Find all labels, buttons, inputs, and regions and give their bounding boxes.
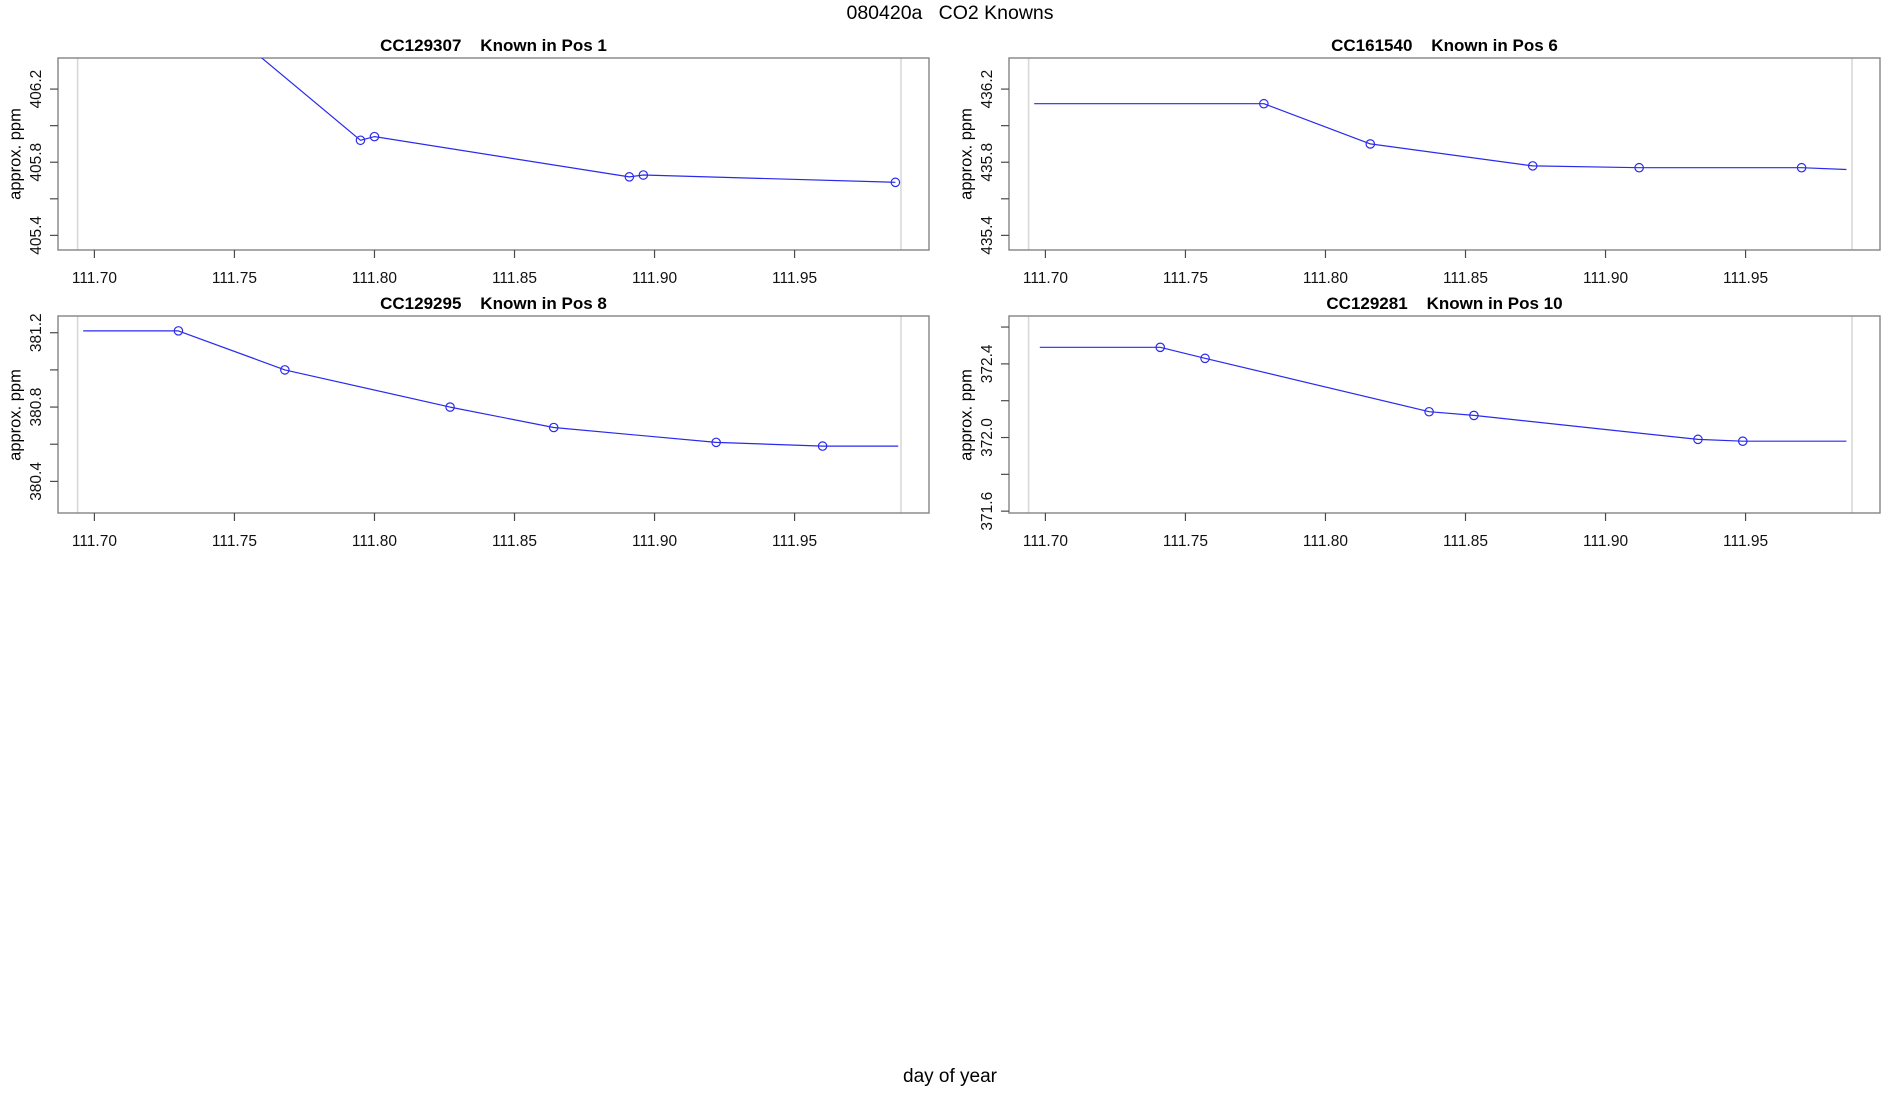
y-tick-label: 435.4 [979, 216, 996, 255]
x-tick-label: 111.85 [492, 270, 537, 287]
y-tick-label: 435.8 [979, 143, 996, 182]
data-point-marker [1424, 406, 1434, 417]
y-tick-label: 372.0 [979, 418, 996, 457]
x-tick-label: 111.95 [772, 270, 817, 287]
x-tick-label: 111.80 [1303, 533, 1348, 550]
data-point-marker [1365, 139, 1376, 149]
data-point-marker [280, 365, 290, 375]
chart-title: CC161540 Known in Pos 6 [1331, 36, 1558, 55]
x-tick-label: 111.85 [492, 533, 537, 550]
y-tick-label: 436.2 [979, 70, 996, 109]
y-tick-label: 381.2 [28, 313, 45, 352]
plot-box [1008, 57, 1881, 251]
plot-area: 111.70 111.75 111.80 111.85 111.90 111.95 435.… [979, 57, 1881, 287]
plot-box [57, 315, 930, 514]
plot-box [1008, 315, 1881, 514]
data-point-marker [817, 441, 828, 451]
x-tick-label: 111.95 [1723, 533, 1768, 550]
data-point-marker [1155, 342, 1166, 353]
chart-title: CC129295 Known in Pos 8 [380, 294, 607, 313]
data-point-marker [1200, 353, 1210, 364]
chart-title: CC129307 Known in Pos 1 [380, 36, 607, 55]
data-point-marker [1796, 162, 1807, 173]
x-tick-label: 111.95 [772, 533, 817, 550]
data-point-marker [711, 437, 721, 448]
data-point-marker [445, 402, 455, 412]
x-tick-label: 111.80 [1303, 270, 1348, 287]
data-point-marker [1737, 436, 1748, 446]
data-point-marker [624, 172, 635, 182]
x-axis-caption: day of year [903, 1066, 997, 1087]
chart-cc129307-pos1: CC129307 Known in Pos 1 approx. ppm 111.… [0, 32, 949, 294]
x-tick-label: 111.90 [1583, 533, 1628, 550]
x-tick-label: 111.85 [1443, 270, 1488, 287]
x-tick-label: 111.75 [212, 533, 257, 550]
chart-title: CC129281 Known in Pos 10 [1326, 294, 1563, 313]
x-tick-label: 111.70 [72, 533, 117, 550]
data-line [1039, 346, 1847, 442]
chart-cc129295-pos8: CC129295 Known in Pos 8 approx. ppm 111.… [0, 290, 949, 557]
data-point-marker [1693, 434, 1703, 445]
y-tick-label: 406.2 [28, 70, 45, 109]
x-tick-label: 111.70 [1023, 270, 1068, 287]
x-tick-label: 111.70 [72, 270, 117, 287]
data-point-marker [1469, 410, 1479, 421]
data-point-marker [369, 131, 380, 142]
chart-cc161540-pos6: CC161540 Known in Pos 6 approx. ppm 111.… [951, 32, 1900, 294]
plot-box [57, 57, 930, 251]
data-line [260, 58, 896, 183]
data-point-marker [1634, 162, 1644, 173]
x-tick-label: 111.95 [1723, 270, 1768, 287]
x-tick-label: 111.90 [632, 533, 677, 550]
chart-cc129281-pos10: CC129281 Known in Pos 10 approx. ppm 111… [951, 290, 1900, 557]
x-tick-label: 111.90 [1583, 270, 1628, 287]
data-point-marker [173, 326, 184, 336]
x-tick-label: 111.70 [1023, 533, 1068, 550]
x-tick-label: 111.75 [212, 270, 257, 287]
plot-area: 111.70 111.75 111.80 111.85 111.90 111.95 380.… [28, 313, 930, 550]
data-point-marker [890, 177, 901, 188]
data-point-marker [638, 170, 649, 180]
data-line [83, 330, 899, 447]
plot-area: 111.70 111.75 111.80 111.85 111.90 111.95 405.… [28, 57, 930, 287]
y-tick-label: 380.8 [28, 388, 45, 427]
y-tick-label: 371.6 [979, 492, 996, 531]
x-tick-label: 111.80 [352, 533, 397, 550]
data-point-marker [1259, 98, 1269, 109]
y-tick-label: 372.4 [979, 344, 996, 383]
y-tick-label: 405.8 [28, 143, 45, 182]
data-line [1034, 103, 1847, 171]
x-tick-label: 111.80 [352, 270, 397, 287]
y-tick-label: 405.4 [28, 216, 45, 255]
x-tick-label: 111.85 [1443, 533, 1488, 550]
x-tick-label: 111.75 [1163, 533, 1208, 550]
data-point-marker [355, 135, 366, 146]
data-point-marker [1527, 161, 1538, 171]
x-tick-label: 111.75 [1163, 270, 1208, 287]
y-tick-label: 380.4 [28, 462, 45, 501]
figure-title: 080420a CO2 Knowns [846, 2, 1054, 24]
x-tick-label: 111.90 [632, 270, 677, 287]
plot-area: 111.70 111.75 111.80 111.85 111.90 111.95 371.… [979, 315, 1881, 550]
data-point-marker [548, 422, 559, 433]
